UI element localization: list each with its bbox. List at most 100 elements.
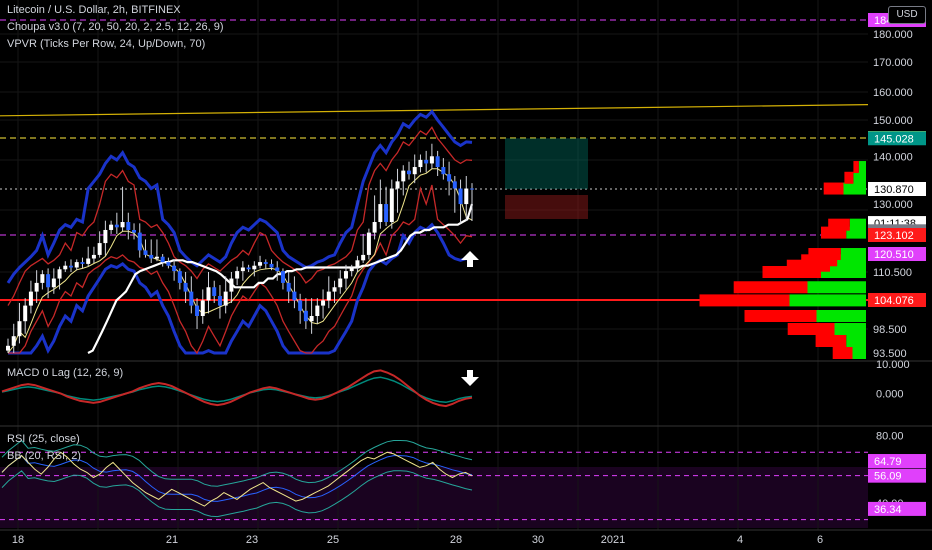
candle-body bbox=[229, 278, 234, 292]
candle-body bbox=[378, 204, 383, 223]
price-badge: 104.076 bbox=[874, 295, 914, 307]
vp-down-bar bbox=[823, 182, 844, 195]
candle-body bbox=[212, 287, 217, 296]
ema-yellow-line bbox=[7, 168, 473, 354]
price-axis-label: 110.500 bbox=[873, 267, 912, 279]
candle-body bbox=[97, 243, 102, 255]
candle-body bbox=[366, 232, 371, 255]
macd-axis-label: 0.000 bbox=[876, 389, 904, 401]
vp-down-bar bbox=[853, 161, 859, 174]
candle-body bbox=[418, 159, 423, 168]
arrow-up-icon bbox=[461, 251, 479, 267]
candle-body bbox=[137, 232, 142, 251]
candle-body bbox=[464, 188, 469, 205]
bb-legend[interactable]: BB (20, RSI, 2) bbox=[7, 450, 81, 462]
candle-body bbox=[69, 265, 74, 268]
price-axis-label: 98.500 bbox=[873, 324, 907, 336]
bb-basis-line bbox=[1, 454, 473, 502]
vp-up-bar bbox=[789, 294, 866, 307]
candle-body bbox=[470, 188, 474, 190]
macd-line bbox=[1, 369, 473, 408]
candle-body bbox=[435, 156, 440, 168]
candle-body bbox=[166, 262, 171, 266]
candle-body bbox=[149, 254, 154, 259]
candle-body bbox=[189, 291, 194, 306]
position-target-zone bbox=[505, 138, 588, 189]
candle-body bbox=[63, 265, 68, 270]
candle-body bbox=[384, 204, 389, 223]
candle-body bbox=[126, 222, 131, 230]
price-axis-label: 93.500 bbox=[873, 348, 907, 360]
candle-body bbox=[406, 170, 411, 175]
candle-body bbox=[292, 291, 297, 301]
time-axis-label: 23 bbox=[246, 534, 258, 546]
macd-legend[interactable]: MACD 0 Lag (12, 26, 9) bbox=[7, 367, 124, 379]
candle-body bbox=[217, 295, 222, 306]
time-axis-label: 6 bbox=[817, 534, 823, 546]
vp-up-bar bbox=[846, 335, 866, 347]
candle-body bbox=[143, 250, 148, 255]
candle-body bbox=[40, 274, 45, 283]
candle-body bbox=[34, 282, 39, 292]
candle-body bbox=[458, 188, 463, 205]
rsi-badge-bg bbox=[868, 468, 926, 483]
candle-body bbox=[349, 267, 354, 272]
candle-body bbox=[280, 271, 285, 283]
candle-body bbox=[395, 181, 400, 189]
candle-body bbox=[401, 170, 406, 182]
rsi-badge: 56.09 bbox=[874, 471, 902, 483]
price-badge-bg bbox=[868, 247, 926, 261]
time-axis-label: 4 bbox=[737, 534, 743, 546]
vp-up-bar bbox=[858, 161, 866, 174]
vp-up-bar bbox=[840, 248, 866, 261]
symbol-legend[interactable]: Litecoin / U.S. Dollar, 2h, BITFINEX bbox=[7, 4, 181, 16]
vp-down-bar bbox=[832, 347, 853, 359]
macd-signal-line bbox=[1, 376, 473, 404]
candle-body bbox=[120, 222, 125, 228]
vp-up-bar bbox=[852, 347, 866, 359]
candle-body bbox=[91, 254, 96, 259]
candle-body bbox=[17, 321, 22, 337]
rsi-badge: 64.79 bbox=[874, 456, 902, 468]
candle-body bbox=[326, 291, 331, 301]
candle-body bbox=[114, 224, 119, 228]
vp-down-bar bbox=[787, 323, 835, 335]
vp-down-bar bbox=[844, 171, 854, 184]
time-axis-label: 28 bbox=[450, 534, 462, 546]
bb-lower-line bbox=[1, 470, 473, 518]
outer-band-lower bbox=[8, 222, 473, 355]
candle-body bbox=[6, 345, 10, 351]
position-stop-zone bbox=[505, 195, 588, 219]
macd-axis-label: 10.000 bbox=[876, 359, 910, 371]
time-axis-label: 2021 bbox=[601, 534, 625, 546]
candle-body bbox=[309, 315, 314, 322]
vp-down-bar bbox=[808, 248, 841, 261]
vp-up-bar bbox=[849, 218, 866, 231]
vp-down-bar bbox=[815, 335, 847, 347]
candle-body bbox=[424, 159, 429, 164]
inner-band-upper bbox=[7, 126, 473, 306]
time-axis-label: 25 bbox=[327, 534, 339, 546]
rsi-badge-bg bbox=[868, 501, 926, 516]
time-axis-label: 30 bbox=[532, 534, 544, 546]
candle-body bbox=[258, 262, 263, 266]
candle-body bbox=[46, 274, 51, 288]
candle-body bbox=[452, 181, 457, 189]
outer-band-upper bbox=[6, 109, 473, 284]
candle-body bbox=[235, 271, 240, 279]
rsi-band-fill bbox=[0, 467, 868, 528]
vpvr-legend[interactable]: VPVR (Ticks Per Row, 24, Up/Down, 70) bbox=[7, 38, 206, 50]
candle-body bbox=[429, 156, 434, 164]
price-badge: 145.028 bbox=[874, 133, 914, 145]
candle-body bbox=[332, 287, 337, 292]
price-badge-bg bbox=[868, 228, 926, 242]
choupa-legend[interactable]: Choupa v3.0 (7, 20, 50, 20, 2, 2.5, 12, … bbox=[7, 21, 224, 33]
rsi-legend[interactable]: RSI (25, close) bbox=[7, 433, 80, 445]
candle-body bbox=[321, 300, 326, 306]
candle-body bbox=[246, 267, 251, 270]
currency-button[interactable]: USD bbox=[888, 6, 926, 24]
candle-body bbox=[51, 278, 56, 288]
candle-body bbox=[263, 262, 268, 264]
candle-body bbox=[177, 271, 182, 283]
